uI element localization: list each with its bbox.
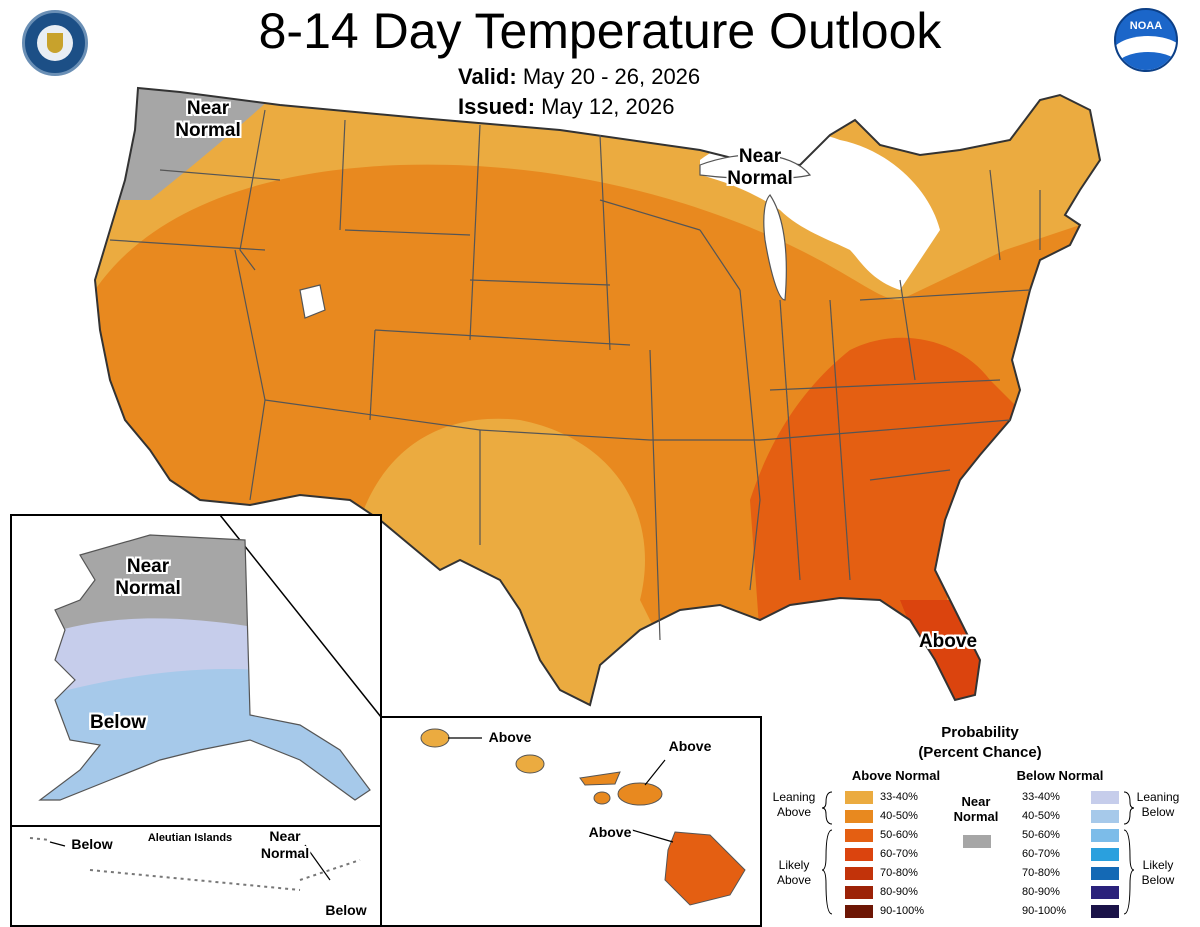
label-aleutian-below: Below	[325, 902, 367, 918]
legend-likely-above: Likely Above	[776, 858, 812, 887]
legend-below-item-label: 90-100%	[1022, 905, 1067, 917]
legend-below-item-swatch	[1090, 866, 1120, 881]
aleutian-islands-chain	[29, 837, 361, 891]
lanai-island	[593, 791, 611, 805]
legend-above-item-label: 60-70%	[880, 848, 918, 860]
label-florida-above: Above	[918, 631, 978, 652]
label-aleutian-near-normal: Near Normal	[260, 828, 310, 861]
legend-below-item-label: 50-60%	[1022, 829, 1060, 841]
legend-brackets	[821, 791, 1135, 915]
lake-michigan	[763, 194, 787, 301]
legend-below-item-label: 70-80%	[1022, 867, 1060, 879]
great-lakes	[299, 154, 812, 319]
noaa-logo: NOAA	[1114, 8, 1178, 72]
probability-legend: Probability (Percent Chance) Above Norma…	[760, 722, 1200, 927]
above-50-60-region	[750, 337, 1030, 640]
legend-above-item-label: 70-80%	[880, 867, 918, 879]
legend-above-item-swatch	[844, 866, 874, 881]
legend-title-line2: (Percent Chance)	[918, 744, 1042, 761]
noaa-logo-text: NOAA	[1129, 20, 1163, 32]
above-60-70-region	[900, 600, 980, 700]
legend-above-item-label: 40-50%	[880, 810, 918, 822]
legend-below-header: Below Normal	[1016, 768, 1104, 783]
molokai-island	[579, 771, 621, 786]
legend-leaning-below: Leaning Below	[1136, 790, 1180, 819]
legend-below-item-label: 60-70%	[1022, 848, 1060, 860]
legend-below-item-swatch	[1090, 904, 1120, 919]
legend-above-item-label: 33-40%	[880, 791, 918, 803]
legend-near-label: Near Normal	[953, 794, 999, 824]
issued-value: May 12, 2026	[541, 94, 675, 119]
state-boundaries	[93, 86, 1102, 707]
label-aleutian-islands: Aleutian Islands	[147, 832, 233, 844]
alaska-inset	[10, 514, 382, 927]
oahu-island	[515, 754, 545, 774]
legend-above-item-label: 80-90%	[880, 886, 918, 898]
issued-line: Issued: May 12, 2026	[458, 94, 674, 120]
label-alaska-below: Below	[90, 712, 146, 733]
kauai-island	[420, 728, 450, 748]
noaa-sea-icon	[1116, 52, 1176, 70]
maui-island	[617, 782, 663, 806]
label-hawaii-maui-above: Above	[668, 738, 712, 754]
legend-below-item-label: 40-50%	[1022, 810, 1060, 822]
legend-below-item-label: 33-40%	[1022, 791, 1060, 803]
valid-label: Valid:	[458, 64, 517, 89]
legend-below-item-swatch	[1090, 790, 1120, 805]
label-aleutian-west-below: Below	[71, 836, 113, 852]
legend-above-item-label: 50-60%	[880, 829, 918, 841]
label-hawaii-kauai-above: Above	[488, 729, 532, 745]
aleutian-inset	[10, 825, 382, 927]
great-salt-lake	[299, 284, 326, 319]
valid-value: May 20 - 26, 2026	[522, 64, 701, 89]
legend-above-item-swatch	[844, 809, 874, 824]
big-island	[664, 831, 746, 906]
legend-below-item-swatch	[1090, 847, 1120, 862]
legend-above-item-label: 90-100%	[880, 905, 925, 917]
legend-likely-below: Likely Below	[1141, 858, 1175, 887]
label-alaska-near-normal: Near Normal	[115, 556, 181, 599]
legend-below-item-label: 80-90%	[1022, 886, 1060, 898]
label-nw-near-normal: Near Normal	[175, 98, 241, 141]
commerce-seal-logo	[22, 10, 88, 76]
alaska-below-33-40	[40, 615, 260, 700]
legend-below-item-swatch	[1090, 828, 1120, 843]
legend-above-item-swatch	[844, 790, 874, 805]
valid-line: Valid: May 20 - 26, 2026	[458, 64, 700, 90]
legend-below-item-swatch	[1090, 885, 1120, 900]
map-title: 8-14 Day Temperature Outlook	[258, 3, 942, 59]
legend-below-item-swatch	[1090, 809, 1120, 824]
hawaii-inset	[380, 716, 762, 927]
legend-near-normal-swatch	[962, 834, 992, 849]
legend-title-line1: Probability	[941, 724, 1019, 741]
legend-leaning-above: Leaning Above	[772, 790, 816, 819]
lake-superior	[699, 154, 812, 180]
legend-above-item-swatch	[844, 828, 874, 843]
legend-above-header: Above Normal	[851, 768, 941, 783]
legend-above-item-swatch	[844, 847, 874, 862]
legend-above-item-swatch	[844, 904, 874, 919]
seal-shield-icon	[47, 33, 63, 53]
legend-above-item-swatch	[844, 885, 874, 900]
label-greatlakes-near-normal: Near Normal	[727, 146, 793, 189]
label-hawaii-big-above: Above	[588, 824, 632, 840]
issued-label: Issued:	[458, 94, 536, 119]
